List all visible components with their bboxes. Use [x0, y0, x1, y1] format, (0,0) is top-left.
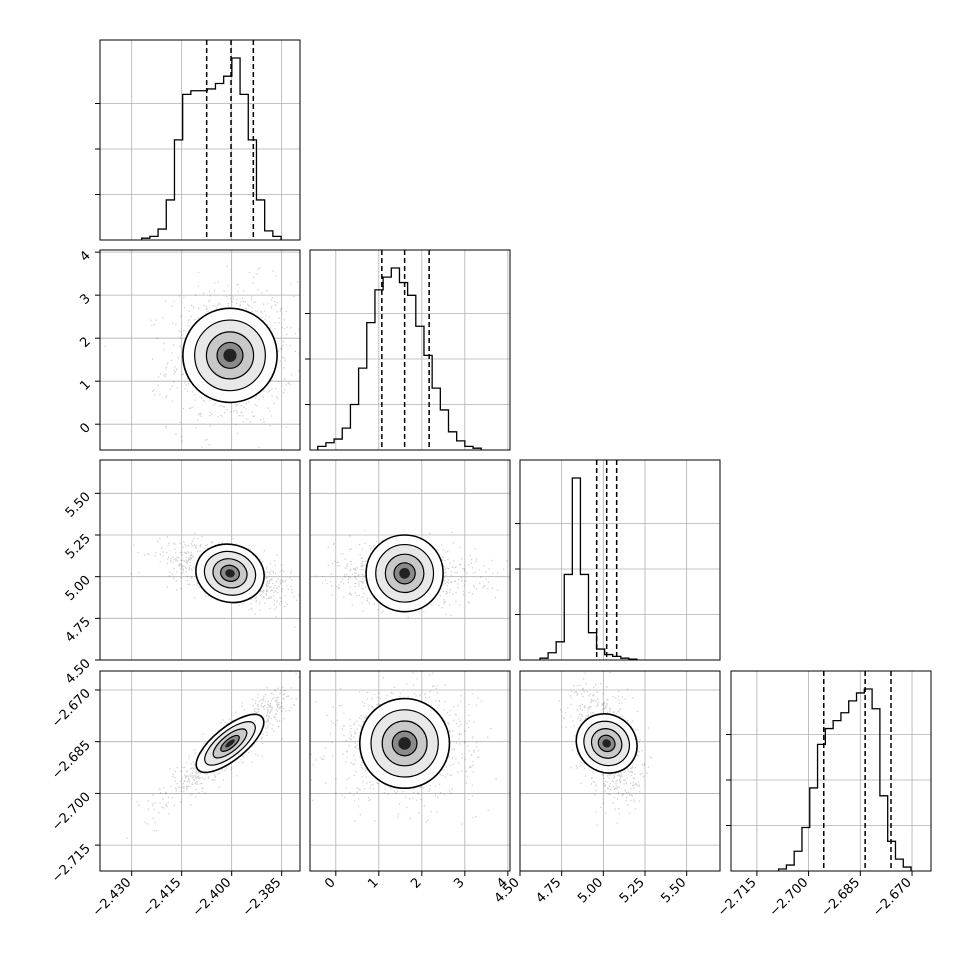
scatter-panel-3-2: [519, 670, 721, 872]
y-tick-label: 5.25: [63, 531, 94, 562]
hist-step-3: [777, 688, 912, 871]
hist-step-1: [317, 267, 482, 450]
x-tick-label: 3: [451, 875, 467, 891]
panel-frame: [99, 249, 301, 451]
x-tick-label: 4.75: [533, 875, 564, 906]
y-tick-label: 2: [77, 334, 93, 350]
x-tick-label: 5.00: [575, 875, 606, 906]
x-tick-label: −2.700: [767, 875, 812, 920]
y-tick-label: −2.685: [49, 738, 94, 783]
y-tick-label: −2.670: [49, 686, 94, 731]
density-contour: [225, 569, 235, 578]
x-tick-label: −2.430: [90, 875, 135, 920]
density-contour: [225, 739, 235, 748]
panel-frame: [309, 670, 511, 872]
y-tick-label: 3: [77, 291, 93, 307]
hist-step-2: [539, 477, 638, 660]
panel-frame: [730, 670, 932, 872]
x-tick-label: 5.25: [617, 875, 648, 906]
x-tick-label: −2.415: [140, 875, 185, 920]
scatter-panel-3-1: [309, 670, 511, 872]
panel-frame: [519, 670, 721, 872]
x-tick-label: −2.685: [819, 875, 864, 920]
hist-panel-0: [95, 39, 301, 241]
scatter-points: [130, 532, 300, 628]
scatter-panel-1-0: [99, 249, 301, 451]
x-tick-label: −2.670: [870, 875, 915, 920]
hist-panel-3: [726, 670, 932, 872]
x-tick-label: 0: [322, 875, 338, 891]
y-tick-label: 5.50: [63, 490, 94, 521]
x-tick-label: −2.385: [240, 875, 285, 920]
x-tick-label: 2: [408, 875, 424, 891]
density-contour: [223, 348, 237, 362]
panel-frame: [519, 459, 721, 661]
scatter-points: [126, 671, 300, 839]
scatter-points: [558, 671, 653, 826]
scatter-panel-2-0: [99, 459, 301, 661]
density-contour: [602, 739, 611, 748]
x-tick-label: 5.50: [658, 875, 689, 906]
panel-frame: [309, 459, 511, 661]
y-tick-label: −2.700: [49, 790, 94, 835]
y-tick-label: 0: [77, 420, 93, 436]
hist-panel-1: [305, 249, 511, 451]
panel-frame: [99, 459, 301, 661]
y-tick-label: 4.75: [63, 615, 94, 646]
x-tick-label: 1: [365, 875, 381, 891]
y-tick-label: 5.00: [63, 573, 94, 604]
panel-frame: [99, 670, 301, 872]
x-tick-label: −2.715: [715, 875, 760, 920]
y-tick-label: −2.715: [49, 841, 94, 886]
x-tick-label: −2.400: [190, 875, 235, 920]
y-tick-label: 4.50: [63, 656, 94, 687]
y-tick-label: 1: [77, 377, 93, 393]
panel-frame: [99, 39, 301, 241]
hist-panel-2: [515, 459, 721, 661]
density-contour: [398, 737, 411, 750]
y-tick-label: 4: [77, 248, 93, 264]
hist-step-0: [141, 57, 282, 240]
scatter-panel-3-0: [99, 670, 301, 872]
scatter-panel-2-1: [309, 459, 511, 661]
panel-frame: [309, 249, 511, 451]
density-contour: [399, 567, 411, 579]
